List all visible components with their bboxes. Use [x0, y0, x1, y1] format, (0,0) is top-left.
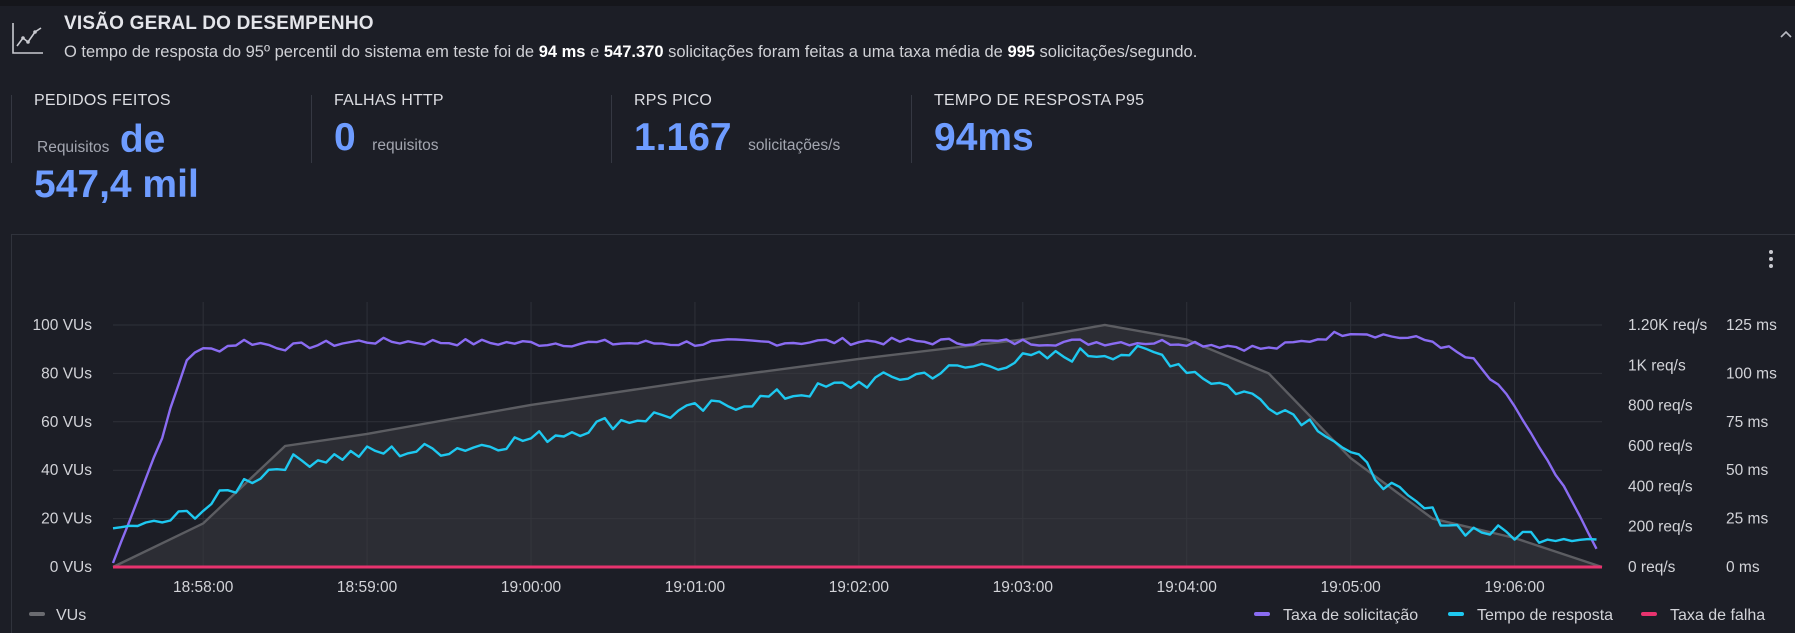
stat-label: PEDIDOS FEITOS — [34, 92, 171, 109]
stat-p95: TEMPO DE RESPOSTA P95 94ms — [934, 92, 1144, 157]
request-rate-line — [111, 330, 1598, 564]
y-ms-tick-label: 75 ms — [1726, 414, 1768, 431]
stat-label: RPS PICO — [634, 92, 713, 109]
chart-axes: 18:58:00 18:59:00 19:00:00 19:01:00 19:02:00… — [33, 317, 1778, 596]
y-req-tick-label: 400 req/s — [1628, 478, 1693, 495]
stat-value: 1.167 — [634, 116, 732, 159]
stat-failures: FALHAS HTTP 0 requisitos — [334, 92, 444, 157]
stat-value: 547,4 mil — [34, 163, 199, 206]
stat-requests: PEDIDOS FEITOS Requisitos de 547,4 mil — [34, 92, 199, 204]
y-req-tick-label: 0 req/s — [1628, 559, 1676, 576]
legend-swatch — [1254, 612, 1270, 616]
stat-label: FALHAS HTTP — [334, 92, 444, 109]
legend-swatch — [1448, 612, 1464, 616]
stat-divider — [11, 95, 12, 163]
summary-requests: 547.370 — [603, 43, 664, 61]
x-tick-label: 19:03:00 — [993, 579, 1054, 596]
stat-label: TEMPO DE RESPOSTA P95 — [934, 92, 1145, 109]
stat-value: 0 — [334, 116, 356, 159]
chart-line-icon — [12, 23, 43, 54]
stat-unit: solicitações/s — [748, 137, 841, 154]
stat-peak-rps: RPS PICO 1.167 solicitações/s — [634, 92, 840, 157]
y-left-tick-label: 60 VUs — [41, 414, 92, 431]
x-tick-label: 18:58:00 — [173, 579, 234, 596]
summary-text: O tempo de resposta do 95º percentil do … — [64, 43, 539, 61]
chart-series — [111, 323, 1603, 569]
chevron-up-icon[interactable] — [1778, 28, 1794, 40]
summary-text: e — [585, 43, 604, 61]
y-ms-tick-label: 50 ms — [1726, 462, 1768, 479]
vus-area — [113, 325, 1602, 567]
y-left-tick-label: 80 VUs — [41, 365, 92, 382]
legend-label: Taxa de falha — [1670, 607, 1765, 624]
stat-unit: requisitos — [372, 137, 439, 154]
x-tick-label: 19:05:00 — [1320, 579, 1381, 596]
y-left-tick-label: 100 VUs — [33, 317, 93, 334]
stat-divider — [311, 95, 312, 163]
chart-legend: VUs Taxa de solicitação Tempo de resposta T… — [29, 607, 1765, 624]
stat-value: de — [119, 118, 166, 161]
legend-swatch — [29, 612, 45, 616]
stat-divider — [611, 95, 612, 163]
y-req-tick-label: 1K req/s — [1628, 357, 1686, 374]
more-options-icon[interactable] — [1766, 248, 1776, 270]
legend-label: Tempo de resposta — [1477, 607, 1613, 624]
page-title: VISÃO GERAL DO DESEMPENHO — [64, 13, 374, 34]
y-req-tick-label: 800 req/s — [1628, 398, 1693, 415]
y-ms-tick-label: 100 ms — [1726, 365, 1777, 382]
performance-summary: O tempo de resposta do 95º percentil do … — [64, 43, 1197, 62]
x-tick-label: 19:02:00 — [829, 579, 890, 596]
x-tick-label: 19:01:00 — [665, 579, 726, 596]
x-tick-label: 19:04:00 — [1157, 579, 1218, 596]
x-tick-label: 19:00:00 — [501, 579, 562, 596]
y-req-tick-label: 200 req/s — [1628, 519, 1693, 536]
y-ms-tick-label: 125 ms — [1726, 317, 1777, 334]
x-tick-label: 19:06:00 — [1484, 579, 1545, 596]
summary-rate: 995 — [1007, 43, 1035, 61]
stat-divider — [911, 95, 912, 163]
summary-text: solicitações foram feitas a uma taxa méd… — [663, 43, 1008, 61]
y-req-tick-label: 600 req/s — [1628, 438, 1693, 455]
summary-p95: 94 ms — [538, 43, 586, 61]
summary-text: solicitações/segundo. — [1034, 43, 1198, 61]
top-strip — [0, 0, 1795, 6]
stat-unit: Requisitos — [37, 139, 110, 156]
y-left-tick-label: 0 VUs — [50, 559, 92, 576]
response-time-line — [112, 344, 1597, 544]
legend-label: Taxa de solicitação — [1283, 607, 1418, 624]
y-ms-tick-label: 25 ms — [1726, 511, 1768, 528]
y-left-tick-label: 40 VUs — [41, 462, 92, 479]
y-left-tick-label: 20 VUs — [41, 511, 92, 528]
y-ms-tick-label: 0 ms — [1726, 559, 1760, 576]
y-req-tick-label: 1.20K req/s — [1628, 317, 1708, 334]
legend-swatch — [1641, 612, 1657, 616]
legend-label: VUs — [56, 607, 86, 624]
x-tick-label: 18:59:00 — [337, 579, 398, 596]
stat-value: 94ms — [934, 116, 1034, 159]
